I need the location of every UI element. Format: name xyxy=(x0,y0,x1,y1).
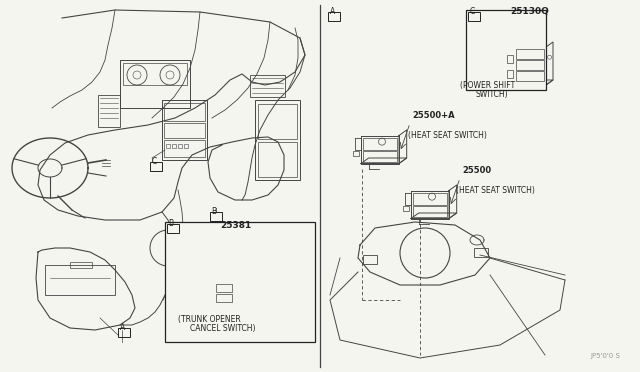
Text: (HEAT SEAT SWITCH): (HEAT SEAT SWITCH) xyxy=(408,131,487,140)
Bar xyxy=(178,144,182,148)
Bar xyxy=(413,205,447,217)
Bar xyxy=(210,212,222,221)
Bar xyxy=(516,71,544,81)
Text: B: B xyxy=(168,218,173,228)
Bar xyxy=(413,192,447,205)
Bar xyxy=(162,100,207,160)
Bar xyxy=(255,100,300,180)
Text: C: C xyxy=(470,6,475,16)
Bar xyxy=(468,12,480,21)
Bar xyxy=(123,63,187,85)
Bar xyxy=(466,10,546,90)
Bar xyxy=(165,222,315,342)
Text: (HEAT SEAT SWITCH): (HEAT SEAT SWITCH) xyxy=(456,186,535,195)
Text: 25500+A: 25500+A xyxy=(412,111,454,120)
Bar xyxy=(120,60,190,108)
Bar xyxy=(507,55,513,62)
Bar xyxy=(516,49,544,59)
Bar xyxy=(166,144,170,148)
Bar xyxy=(328,12,340,21)
Bar xyxy=(216,294,232,302)
Bar xyxy=(507,70,513,78)
Bar xyxy=(164,103,205,121)
Text: 25500: 25500 xyxy=(462,166,491,175)
Text: JP5'0'0 S: JP5'0'0 S xyxy=(590,353,620,359)
Bar xyxy=(216,284,232,292)
Bar xyxy=(353,151,359,156)
Bar xyxy=(98,95,120,127)
Bar xyxy=(474,248,488,257)
Bar xyxy=(363,151,397,162)
Bar xyxy=(118,328,130,337)
Bar xyxy=(167,224,179,233)
Text: 25130Q: 25130Q xyxy=(510,7,549,16)
Text: A: A xyxy=(120,323,125,331)
Text: 25381: 25381 xyxy=(220,221,252,230)
Bar xyxy=(150,162,162,171)
Bar xyxy=(172,144,176,148)
Bar xyxy=(363,138,397,150)
Bar xyxy=(258,104,297,139)
Bar xyxy=(258,142,297,177)
Text: A: A xyxy=(330,6,335,16)
Bar xyxy=(403,206,409,211)
Text: (TRUNK OPENER: (TRUNK OPENER xyxy=(178,315,241,324)
Text: SWITCH): SWITCH) xyxy=(476,90,509,99)
Text: (POWER SHIFT: (POWER SHIFT xyxy=(460,81,515,90)
Bar xyxy=(70,262,92,268)
Bar xyxy=(516,60,544,70)
Bar xyxy=(164,140,205,157)
Bar xyxy=(45,265,115,295)
Bar xyxy=(184,144,188,148)
Text: CANCEL SWITCH): CANCEL SWITCH) xyxy=(190,324,255,333)
Bar xyxy=(363,255,377,264)
Text: C: C xyxy=(152,157,157,166)
Text: B: B xyxy=(211,206,216,215)
Bar xyxy=(250,75,285,97)
Bar xyxy=(164,123,205,138)
